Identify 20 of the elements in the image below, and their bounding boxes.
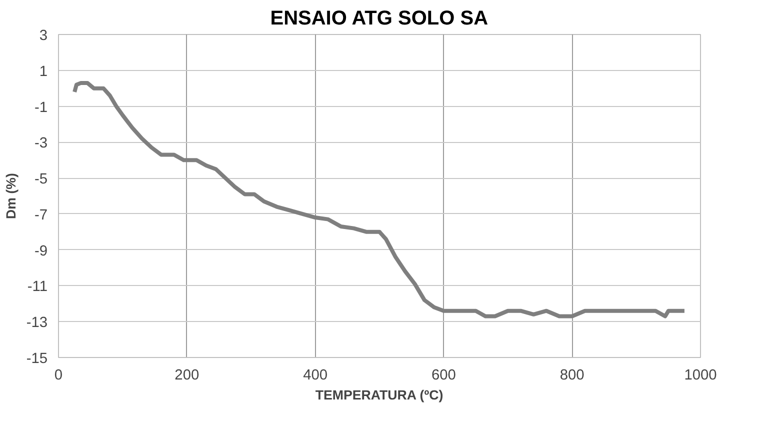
y-tick-label: -3 <box>34 136 48 152</box>
x-tick-label: 0 <box>54 368 63 384</box>
y-tick-label: 3 <box>39 28 48 44</box>
x-tick-label: 400 <box>303 368 328 384</box>
x-axis-title: TEMPERATURA (ºC) <box>315 388 444 402</box>
y-tick-label: 1 <box>39 64 48 80</box>
x-tick-label: 600 <box>431 368 456 384</box>
y-tick-label: -9 <box>34 243 48 260</box>
y-tick-label: -11 <box>27 279 48 296</box>
line-series <box>72 80 686 318</box>
x-tick-label: 200 <box>174 368 200 384</box>
y-axis-title: Dm (%) <box>3 173 18 219</box>
y-tick-label: -15 <box>26 351 48 367</box>
chart-title: ENSAIO ATG SOLO SA <box>270 8 488 30</box>
x-tick-label: 1000 <box>684 368 717 384</box>
y-tick-label: -13 <box>26 315 48 332</box>
y-tick-label: -5 <box>34 172 48 188</box>
x-tick-label: 800 <box>560 368 584 384</box>
y-tick-label: -7 <box>34 207 48 224</box>
y-tick-label: -1 <box>34 100 48 116</box>
